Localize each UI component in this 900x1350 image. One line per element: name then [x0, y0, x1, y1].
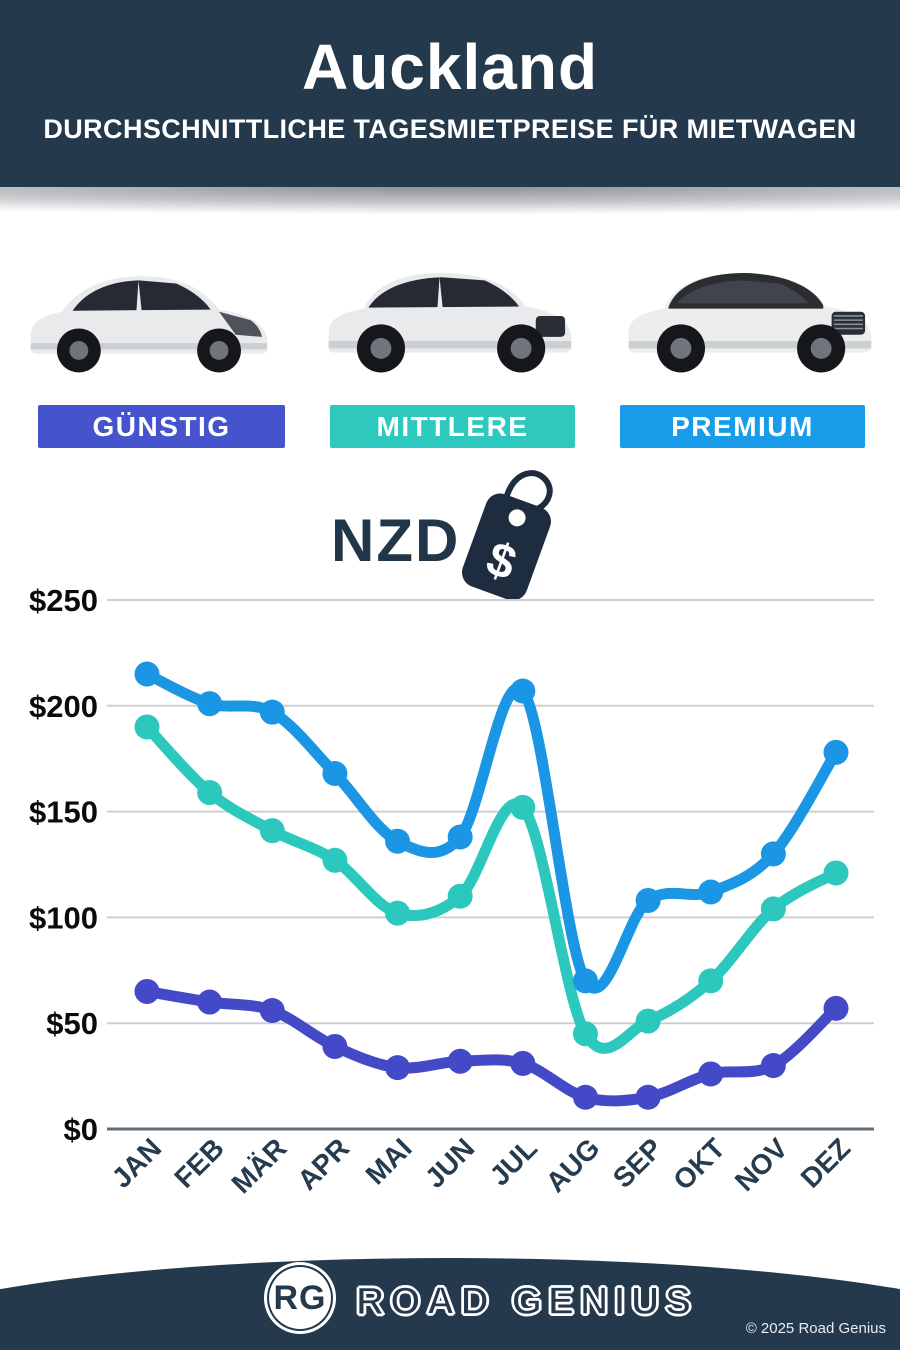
data-point [259, 818, 285, 844]
copyright-text: © 2025 Road Genius [745, 1320, 886, 1337]
svg-text:JUL: JUL [484, 1132, 543, 1191]
data-point [760, 1053, 786, 1079]
category-pill: PREMIUM [620, 405, 865, 448]
premium-car-slot [600, 214, 900, 402]
road-genius-logo: RG [264, 1262, 336, 1334]
svg-text:$50: $50 [46, 1006, 98, 1041]
currency-label: NZD [331, 507, 461, 574]
data-point [197, 989, 223, 1015]
data-point [447, 883, 473, 909]
data-point [510, 794, 536, 820]
svg-text:$250: $250 [29, 583, 98, 618]
data-point [510, 678, 536, 704]
data-point [572, 968, 598, 994]
data-point [322, 1033, 348, 1059]
svg-text:MAI: MAI [360, 1132, 418, 1190]
logo-initials: RG [273, 1278, 327, 1317]
economy-car-slot [0, 214, 300, 402]
header: Auckland DURCHSCHNITTLICHE TAGESMIETPREI… [0, 0, 900, 187]
data-point [698, 879, 724, 905]
svg-text:$0: $0 [64, 1112, 98, 1147]
data-point [572, 1021, 598, 1047]
data-point [698, 968, 724, 994]
data-point [760, 896, 786, 922]
svg-text:OKT: OKT [667, 1132, 731, 1196]
data-point [823, 995, 849, 1021]
data-point [572, 1084, 598, 1110]
svg-text:AUG: AUG [540, 1132, 606, 1198]
svg-text:DEZ: DEZ [795, 1132, 857, 1194]
header-shadow [0, 187, 900, 217]
data-point [322, 847, 348, 873]
svg-text:JAN: JAN [106, 1132, 168, 1194]
page-subtitle: DURCHSCHNITTLICHE TAGESMIETPREISE FÜR MI… [43, 114, 857, 144]
data-point [134, 714, 160, 740]
data-point [322, 761, 348, 787]
data-point [635, 887, 661, 913]
midrange-car-slot [300, 214, 600, 402]
data-point [510, 1050, 536, 1076]
data-point [635, 1084, 661, 1110]
svg-text:$100: $100 [29, 900, 98, 935]
price-tag-icon: $ [461, 470, 553, 601]
data-point [760, 841, 786, 867]
data-point [197, 691, 223, 717]
svg-text:$200: $200 [29, 689, 98, 724]
svg-text:MÄR: MÄR [226, 1132, 293, 1199]
svg-text:SEP: SEP [607, 1132, 669, 1194]
data-point [385, 828, 411, 854]
svg-text:$150: $150 [29, 795, 98, 830]
data-point [635, 1008, 661, 1034]
svg-text:NOV: NOV [729, 1132, 794, 1197]
data-point [823, 739, 849, 765]
data-point [134, 978, 160, 1004]
svg-text:APR: APR [291, 1132, 355, 1196]
midrange-car-image [328, 273, 572, 373]
svg-text:FEB: FEB [168, 1132, 230, 1194]
brand-name: ROAD GENIUS [355, 1279, 698, 1324]
category-pill: MITTLERE [330, 405, 575, 448]
premium-car-image [628, 273, 872, 373]
category-pill: GÜNSTIG [38, 405, 285, 448]
data-point [385, 900, 411, 926]
data-point [447, 1048, 473, 1074]
data-point [447, 824, 473, 850]
data-point [698, 1061, 724, 1087]
svg-text:JUN: JUN [419, 1132, 481, 1194]
car-images-row [0, 214, 900, 402]
economy-car-image [30, 276, 268, 373]
page-title: Auckland [301, 31, 599, 103]
data-point [259, 998, 285, 1024]
data-point [134, 661, 160, 687]
data-point [385, 1055, 411, 1081]
footer [0, 1258, 900, 1350]
data-point [823, 860, 849, 886]
data-point [197, 780, 223, 806]
line-series-günstig [141, 985, 842, 1107]
data-point [259, 699, 285, 725]
